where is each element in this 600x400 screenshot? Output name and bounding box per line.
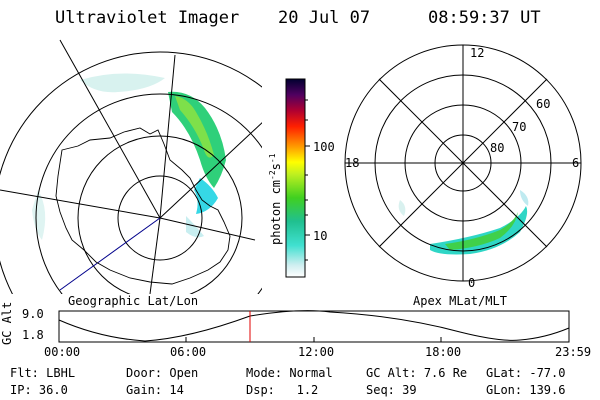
colorbar-tick-10: 10 (313, 229, 328, 243)
mlt-label-dusk: 18 (345, 156, 360, 170)
apex-map (344, 44, 582, 282)
color-bar (285, 78, 306, 278)
geographic-panel-label: Geographic Lat/Lon (68, 294, 199, 308)
door-field: Door: Open (126, 366, 199, 380)
instrument-title: Ultraviolet Imager (55, 8, 240, 28)
timeline-ytick-min: 1.8 (22, 328, 44, 342)
apex-panel-label: Apex MLat/MLT (413, 294, 507, 308)
ip-field: IP: 36.0 (10, 383, 68, 397)
mlt-label-noon: 12 (470, 46, 485, 60)
timeline-ytick-max: 9.0 (22, 307, 44, 321)
mlat-label-60: 60 (536, 97, 551, 111)
colorbar-tick-100: 100 (313, 140, 335, 154)
glat-field: GLat: -77.0 (486, 366, 566, 380)
apex-emission-core (445, 212, 518, 250)
image-date: 20 Jul 07 (278, 8, 371, 28)
mlt-label-midnight: 0 (468, 276, 476, 290)
dsp-field: Dsp: 1.2 (246, 383, 319, 397)
altitude-timeline (58, 310, 570, 343)
geographic-map (0, 39, 262, 294)
apex-emission-outer (430, 206, 528, 255)
gc-alt-curve (58, 310, 570, 342)
timeline-xtick-3: 18:00 (425, 345, 462, 359)
timeline-ylabel: GC Alt (0, 301, 14, 345)
timeline-xtick-2: 12:00 (298, 345, 335, 359)
color-bar-ticks (305, 99, 310, 261)
image-time: 08:59:37 UT (428, 8, 541, 28)
antarctica-coastline (55, 127, 231, 285)
seq-field: Seq: 39 (366, 383, 417, 397)
filter-field: Flt: LBHL (10, 366, 76, 380)
mlat-label-70: 70 (512, 120, 527, 134)
colorbar-unit-label: photon cm-2s-1 (268, 153, 283, 245)
timeline-ticks (58, 337, 570, 342)
mode-field: Mode: Normal (246, 366, 333, 380)
mlat-label-80: 80 (490, 141, 505, 155)
glon-field: GLon: 139.6 (486, 383, 566, 397)
mlt-label-dawn: 6 (572, 156, 580, 170)
gain-field: Gain: 14 (126, 383, 184, 397)
gc-alt-field: GC Alt: 7.6 Re (366, 366, 468, 380)
timeline-xtick-4: 23:59 (555, 345, 592, 359)
timeline-xtick-1: 06:00 (170, 345, 207, 359)
timeline-xtick-0: 00:00 (44, 345, 81, 359)
